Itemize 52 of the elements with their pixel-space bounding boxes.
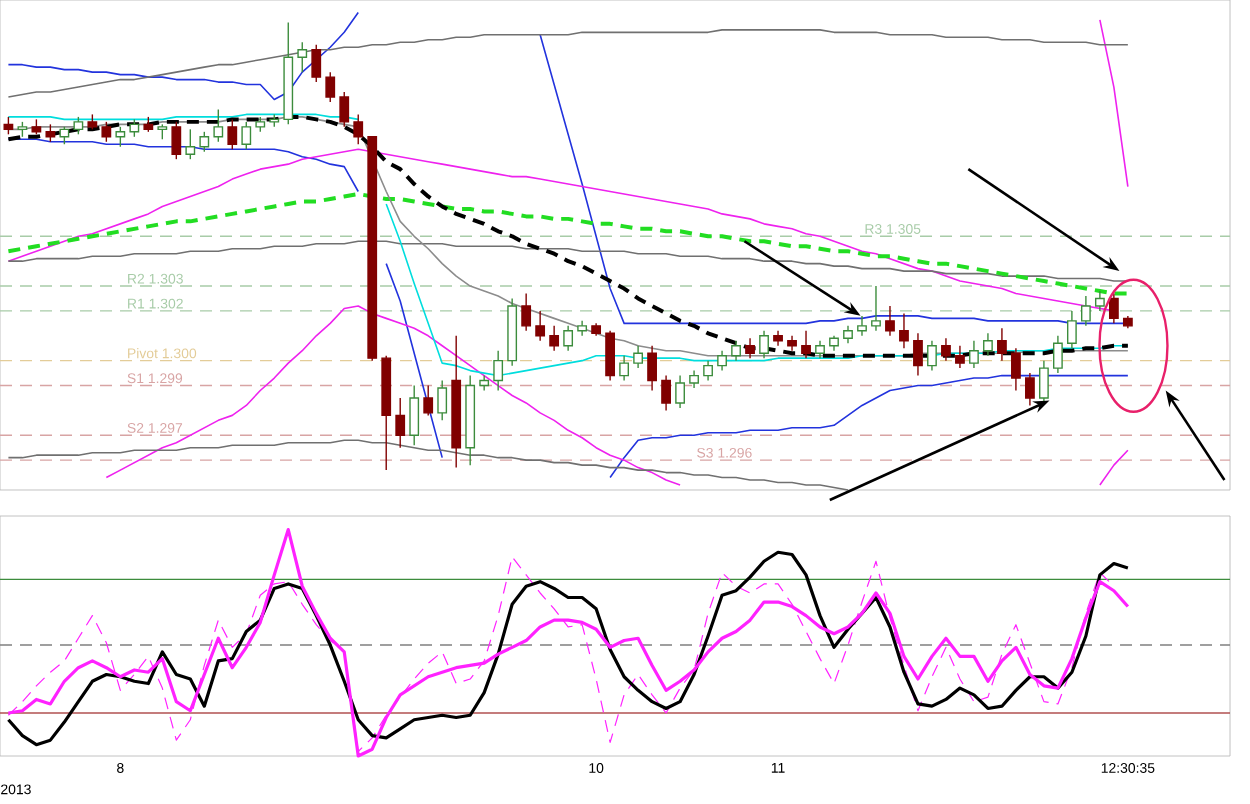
candlestick — [605, 330, 616, 382]
candlestick — [703, 359, 713, 382]
candlestick — [227, 118, 238, 150]
candlestick — [437, 379, 448, 422]
candlestick — [101, 121, 112, 143]
candlestick — [521, 292, 532, 332]
candlestick — [325, 71, 336, 103]
candlestick — [549, 325, 560, 352]
candlestick — [297, 41, 308, 73]
candlestick — [339, 91, 350, 128]
candlestick — [661, 374, 671, 412]
candlestick — [199, 131, 210, 153]
candlestick — [619, 354, 629, 382]
candlestick — [395, 397, 406, 449]
candlestick — [955, 345, 965, 369]
candlestick — [731, 340, 741, 362]
candlestick — [857, 315, 867, 337]
candlestick — [1053, 335, 1063, 374]
candlestick — [899, 312, 909, 349]
candlestick — [633, 345, 643, 369]
candlestick — [185, 128, 196, 160]
candlestick — [885, 305, 895, 337]
candlestick — [927, 340, 937, 372]
candlestick — [311, 44, 322, 83]
candlestick — [1081, 295, 1091, 327]
candlestick — [171, 121, 182, 160]
candlestick — [115, 126, 126, 148]
candlestick — [969, 340, 979, 369]
candlestick — [241, 121, 252, 150]
candlestick — [941, 337, 951, 362]
candlestick — [1011, 347, 1021, 392]
candlestick — [717, 350, 727, 372]
candlestick — [647, 345, 657, 392]
candlestick — [213, 108, 224, 143]
candlestick — [409, 384, 420, 446]
candlestick — [675, 374, 685, 409]
candlestick — [1067, 310, 1077, 349]
candlestick — [871, 285, 881, 332]
candlestick — [1025, 372, 1035, 407]
candlestick — [535, 310, 546, 342]
candlestick — [801, 330, 811, 359]
candlestick — [745, 337, 755, 359]
candlestick — [1094, 290, 1105, 312]
candlestick — [563, 325, 574, 352]
candlestick — [997, 327, 1007, 362]
candlestick — [353, 113, 364, 145]
candlestick — [1108, 292, 1119, 325]
candlestick — [493, 350, 504, 392]
candlestick — [983, 332, 993, 357]
candlestick — [423, 384, 434, 417]
candlestick — [913, 332, 923, 377]
candlestick — [759, 330, 769, 359]
